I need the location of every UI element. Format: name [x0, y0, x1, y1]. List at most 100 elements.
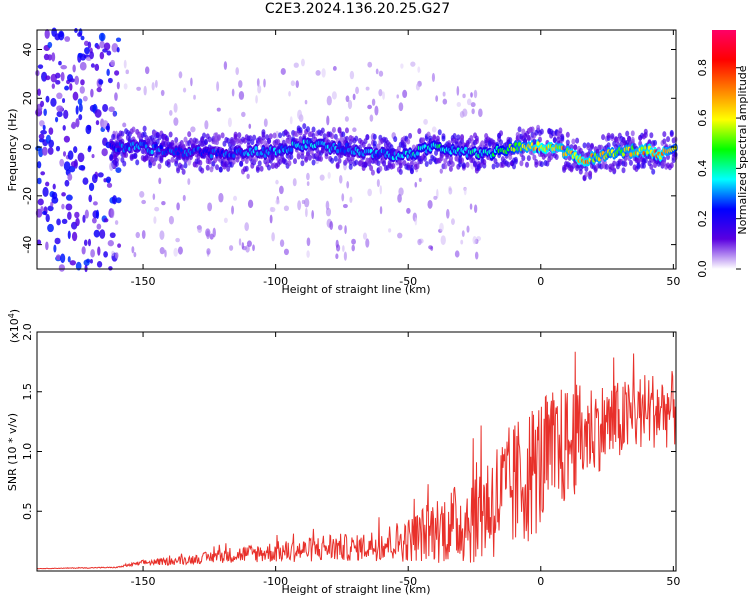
spectrogram-cell	[223, 61, 228, 70]
spectrogram-cell	[456, 134, 461, 141]
spectrogram-cell	[629, 152, 633, 157]
spectrogram-cell	[40, 129, 47, 135]
spectrogram-cell	[89, 51, 94, 60]
spectrogram-cell	[344, 135, 349, 142]
spectrogram-cell	[365, 134, 370, 141]
spectrogram-cell	[94, 109, 102, 118]
spectrogram-cell	[231, 88, 235, 97]
spectrogram-cell	[536, 141, 540, 146]
spectrogram-cell	[78, 165, 86, 171]
spectrogram-cell	[50, 97, 57, 107]
spectrogram-cell	[630, 136, 635, 143]
spectrogram-cell	[612, 167, 617, 174]
spectrogram-cell	[173, 117, 179, 126]
spectrogram-cell	[263, 78, 266, 88]
spectrogram-cell	[42, 210, 47, 215]
spectrogram-cell	[202, 132, 207, 139]
spectrogram-cell	[560, 133, 565, 140]
spectrogram-cell	[461, 230, 465, 237]
spectrogram-cell	[56, 105, 64, 112]
spectrogram-cell	[106, 182, 113, 188]
spectrogram-cell	[90, 63, 95, 68]
spectrogram-cell	[216, 107, 221, 112]
spectrogram-cell	[301, 199, 306, 205]
y-tick-label: 20	[21, 91, 34, 105]
spectrogram-cell	[545, 160, 550, 167]
spectrogram-cell	[292, 158, 297, 165]
spectrogram-cell	[87, 238, 92, 247]
spectrogram-cell	[79, 61, 87, 71]
spectrogram-cell	[448, 154, 453, 161]
spectrogram-cell	[440, 235, 446, 246]
spectrogram-cell	[283, 205, 290, 212]
spectrogram-cell	[461, 162, 466, 169]
spectrogram-cell	[111, 133, 116, 140]
spectrogram-cell	[565, 131, 570, 138]
spectrogram-cell	[94, 63, 100, 72]
spectrogram-cell	[436, 188, 439, 199]
spectrogram-cell	[131, 126, 136, 133]
spectrogram-cell	[247, 199, 254, 209]
spectrogram-cell	[341, 131, 346, 138]
spectrogram-cell	[59, 31, 64, 38]
spectrogram-cell	[627, 135, 632, 142]
spectrogram-cell	[42, 186, 49, 197]
spectrogram-cell	[75, 118, 80, 128]
spectrogram-cell	[176, 202, 180, 211]
spectrogram-cell	[63, 135, 70, 143]
x-tick-label: 50	[666, 275, 680, 288]
spectrogram-cell	[133, 152, 138, 159]
spectrogram-cell	[164, 249, 167, 258]
spectrogram-cell	[73, 159, 78, 169]
spectrogram-cell	[37, 161, 42, 169]
spectrogram-cell	[142, 125, 147, 132]
spectrogram-cell	[423, 118, 428, 125]
spectrogram-cell	[120, 130, 125, 137]
spectrogram-cell	[454, 250, 460, 258]
spectrogram-cell	[289, 153, 294, 160]
x-tick-label: 50	[666, 575, 680, 588]
spectrogram-cell	[231, 158, 236, 165]
spectrogram-cell	[651, 168, 656, 175]
spectrogram-cell	[77, 98, 83, 105]
spectrogram-cell	[88, 194, 93, 203]
spectrogram-cell	[77, 152, 85, 163]
spectrogram-cell	[333, 155, 338, 162]
spectrogram-cell	[369, 165, 374, 172]
spectrogram-cell	[143, 85, 147, 96]
snr-x-ticks: -150 -100 -50 0 50	[131, 332, 680, 588]
spectrogram-cell	[623, 155, 628, 162]
spectrogram-frame	[36, 29, 677, 270]
spectrogram-cell	[435, 135, 440, 142]
spectrogram-cell	[122, 122, 127, 128]
spectrogram-cell	[91, 217, 97, 224]
snr-y-scale-exp: 4	[7, 313, 16, 318]
spectrogram-cell	[107, 77, 113, 84]
spectrogram-cell	[318, 155, 323, 162]
spectrogram-cell	[64, 85, 70, 91]
spectrogram-cell	[584, 165, 589, 172]
spectrogram-cell	[297, 109, 303, 120]
spectrogram-cell	[125, 69, 129, 75]
spectrogram-cell	[269, 206, 274, 212]
spectrogram-cell	[61, 192, 66, 197]
spectrogram-cell	[292, 178, 297, 187]
spectrogram-cell	[160, 89, 165, 97]
spectrogram-cell	[669, 129, 674, 136]
spectrogram-cell	[431, 126, 437, 133]
spectrogram-cell	[499, 130, 504, 137]
spectrogram-cell	[261, 129, 266, 136]
spectrogram-cell	[81, 246, 86, 255]
spectrogram-cell	[75, 261, 82, 271]
spectrogram-cell	[177, 246, 183, 255]
spectrogram-cell	[409, 160, 414, 167]
spectrogram-cell	[106, 68, 110, 77]
spectrogram-cell	[103, 218, 109, 223]
spectrogram-cell	[90, 249, 95, 258]
spectrogram-cell	[56, 218, 61, 226]
snr-y-axis-label: SNR (10 * v/v)	[6, 413, 19, 491]
x-tick-label: -150	[131, 275, 156, 288]
spectrogram-cell	[320, 147, 325, 154]
spectrogram-cell	[122, 160, 127, 167]
